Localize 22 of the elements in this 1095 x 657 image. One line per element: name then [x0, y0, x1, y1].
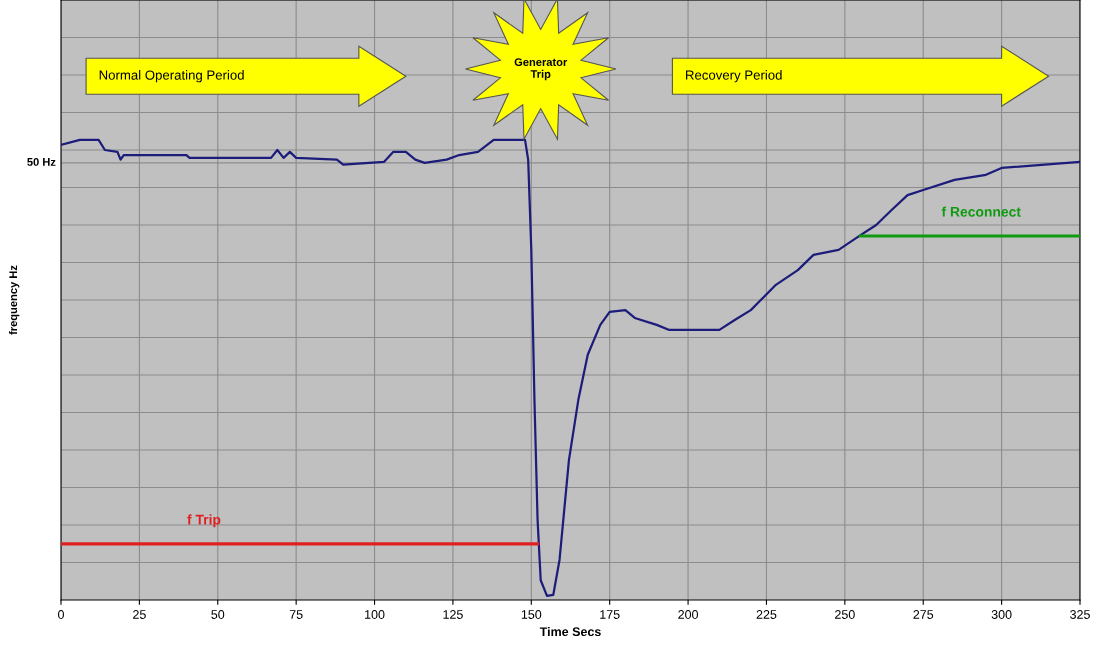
series-label: f Reconnect: [941, 206, 1021, 217]
x-tick-label: 250: [835, 610, 855, 619]
x-tick-label: 125: [443, 610, 463, 619]
text: Recovery Period: [686, 70, 782, 83]
x-tick-label: 100: [365, 610, 385, 619]
series-label: f Trip: [187, 514, 221, 528]
x-tick-label: 75: [289, 610, 303, 619]
x-tick-label: 175: [600, 610, 620, 619]
x-tick-label: 300: [991, 610, 1012, 619]
x-tick-label: 150: [521, 610, 542, 619]
x-tick-label: 225: [756, 610, 777, 619]
x-tick-label: 325: [1070, 610, 1090, 619]
x-tick-label: 200: [678, 610, 699, 619]
x-tick-label: 275: [913, 610, 934, 619]
x-tick-label: 50: [211, 610, 225, 619]
y-axis-title: frequency Hz: [8, 265, 20, 335]
x-tick-label: 0: [58, 610, 64, 619]
ref-line-label: 50 Hz: [27, 158, 56, 166]
text: Normal Operating Period: [99, 70, 244, 83]
text: Generator Trip: [514, 58, 568, 81]
x-tick-label: 25: [133, 610, 146, 619]
x-axis-title: Time Secs: [539, 626, 601, 637]
